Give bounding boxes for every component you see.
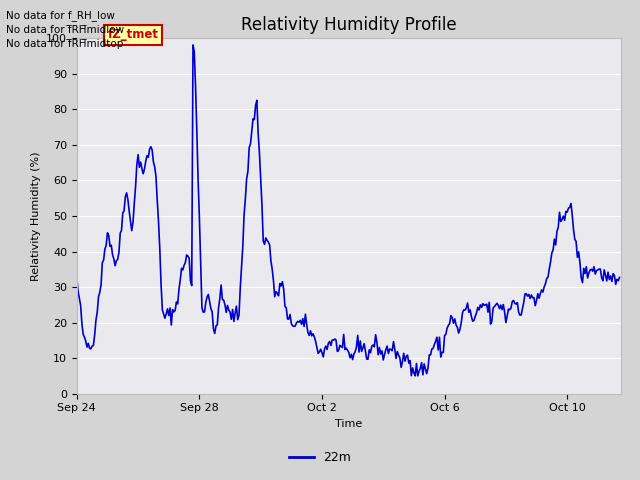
Text: fZ_tmet: fZ_tmet xyxy=(108,28,159,41)
Y-axis label: Relativity Humidity (%): Relativity Humidity (%) xyxy=(31,151,40,281)
Text: No data for f̅RH̅midtop: No data for f̅RH̅midtop xyxy=(6,39,124,49)
Legend: 22m: 22m xyxy=(284,446,356,469)
Text: No data for f̅RH̅midlow: No data for f̅RH̅midlow xyxy=(6,25,125,35)
Text: No data for f_RH_low: No data for f_RH_low xyxy=(6,11,115,22)
X-axis label: Time: Time xyxy=(335,419,362,429)
Title: Relativity Humidity Profile: Relativity Humidity Profile xyxy=(241,16,456,34)
